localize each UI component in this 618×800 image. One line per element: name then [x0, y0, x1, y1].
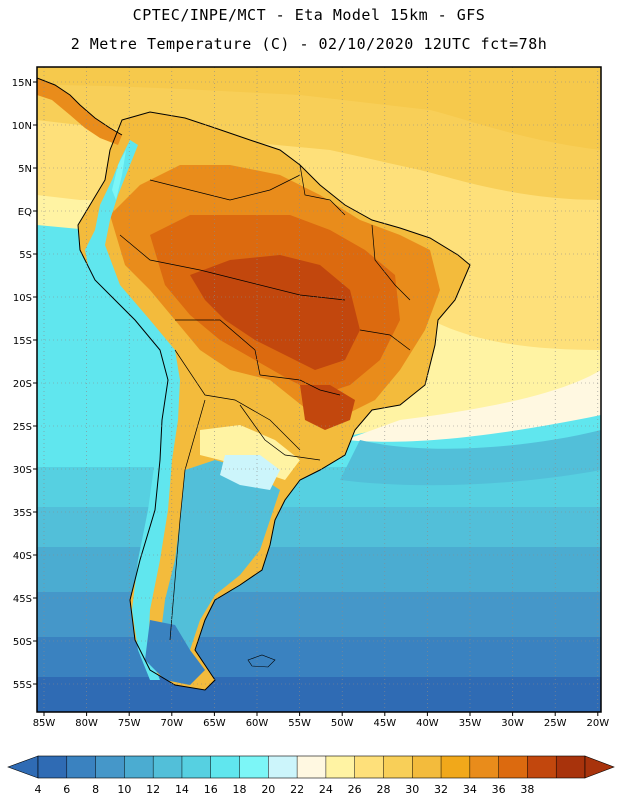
colorbar-label: 24	[318, 783, 333, 796]
colorbar-label: 8	[92, 783, 100, 796]
lat-label: 15N	[12, 78, 32, 89]
map-subtitle: 2 Metre Temperature (C) - 02/10/2020 12U…	[70, 35, 548, 53]
colorbar-label: 6	[63, 783, 71, 796]
colorbar-swatch	[210, 756, 241, 778]
colorbar-arrow-low	[7, 755, 39, 779]
lat-label: 45S	[13, 594, 32, 605]
colorbar-swatch	[268, 756, 298, 778]
lon-label: 40W	[416, 718, 439, 729]
colorbar-label: 12	[146, 783, 161, 796]
colorbar-label: 28	[376, 783, 391, 796]
colorbar-label: 30	[405, 783, 420, 796]
colorbar-swatch	[498, 756, 528, 778]
lon-label: 60W	[246, 718, 269, 729]
colorbar-label: 4	[34, 783, 42, 796]
colorbar-swatch	[325, 756, 356, 778]
lon-label: 80W	[75, 718, 98, 729]
colorbar-swatch	[239, 756, 269, 778]
colorbar-label: 38	[520, 783, 535, 796]
map-title: CPTEC/INPE/MCT - Eta Model 15km - GFS	[132, 6, 486, 24]
lon-label: 25W	[544, 718, 567, 729]
lat-label: 5S	[19, 250, 32, 261]
lat-label: EQ	[18, 207, 32, 218]
lon-label: 85W	[33, 718, 56, 729]
colorbar-swatch	[66, 756, 97, 778]
colorbar-swatch	[412, 756, 442, 778]
lat-label: 35S	[13, 508, 32, 519]
colorbar-swatch	[297, 756, 327, 778]
colorbar-label: 14	[174, 783, 189, 796]
lat-label: 50S	[13, 637, 32, 648]
colorbar-label: 10	[117, 783, 132, 796]
colorbar-swatch	[153, 756, 183, 778]
colorbar-label: 26	[347, 783, 362, 796]
colorbar-swatch	[95, 756, 125, 778]
lon-label: 45W	[373, 718, 396, 729]
colorbar-label: 34	[462, 783, 477, 796]
lon-label: 30W	[501, 718, 524, 729]
colorbar-swatch	[469, 756, 500, 778]
lat-label: 5N	[18, 164, 32, 175]
colorbar-label: 18	[232, 783, 247, 796]
lat-label: 20S	[13, 379, 32, 390]
lat-label: 25S	[13, 422, 32, 433]
colorbar-swatch	[38, 756, 68, 778]
colorbar-swatch	[556, 756, 586, 778]
colorbar-swatch	[441, 756, 471, 778]
colorbar-label: 22	[290, 783, 305, 796]
colorbar-swatch	[527, 756, 557, 778]
map-frame	[36, 66, 602, 713]
central-america-landmass	[37, 78, 122, 145]
colorbar-label: 16	[203, 783, 218, 796]
colorbar-label: 32	[434, 783, 449, 796]
lat-label: 15S	[13, 336, 32, 347]
colorbar-swatch	[354, 756, 384, 778]
lon-label: 70W	[160, 718, 183, 729]
lat-label: 55S	[13, 680, 32, 691]
colorbar-swatch	[383, 756, 413, 778]
lat-label: 10N	[12, 121, 32, 132]
lat-label: 30S	[13, 465, 32, 476]
lon-label: 35W	[459, 718, 482, 729]
lon-label: 65W	[203, 718, 226, 729]
colorbar	[7, 755, 615, 779]
colorbar-arrow-high	[584, 755, 615, 779]
colorbar-swatch	[124, 756, 154, 778]
lat-label: 10S	[13, 293, 32, 304]
lon-label: 55W	[288, 718, 311, 729]
lon-label: 20W	[586, 718, 609, 729]
colorbar-label: 36	[491, 783, 506, 796]
colorbar-label: 20	[261, 783, 276, 796]
lon-label: 50W	[331, 718, 354, 729]
lat-label: 40S	[13, 551, 32, 562]
temperature-field	[37, 67, 601, 712]
colorbar-swatch	[181, 756, 212, 778]
lon-label: 75W	[118, 718, 141, 729]
